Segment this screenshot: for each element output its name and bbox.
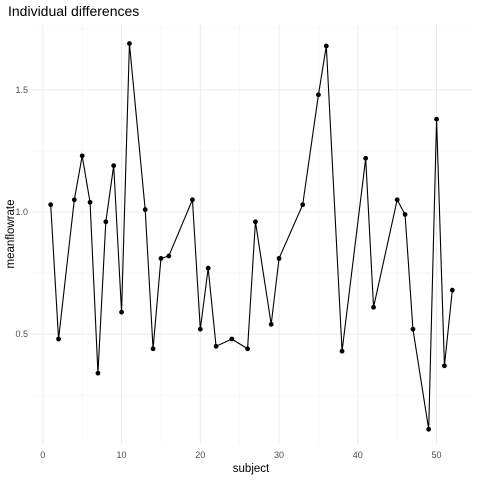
data-point	[142, 207, 148, 212]
x-tick-label: 30	[274, 450, 284, 460]
data-point	[150, 346, 156, 352]
data-point	[95, 370, 101, 376]
data-point	[426, 426, 432, 432]
x-axis-ticks: 0 10 20 30 40 50	[40, 450, 441, 460]
data-points	[48, 41, 455, 432]
data-point	[323, 43, 329, 49]
data-point	[197, 326, 203, 332]
data-point	[371, 304, 376, 310]
x-tick-label: 40	[353, 450, 363, 460]
data-point	[190, 197, 195, 203]
y-axis-ticks: 0.5 1.0 1.5	[15, 85, 28, 339]
data-point	[339, 348, 345, 354]
data-point	[410, 326, 416, 332]
data-point	[363, 155, 369, 161]
data-point	[229, 336, 235, 342]
data-point	[213, 343, 219, 349]
data-point	[71, 197, 77, 203]
data-point	[103, 219, 109, 225]
data-point	[56, 336, 61, 342]
data-point	[79, 153, 85, 159]
data-point	[300, 202, 306, 208]
data-point	[442, 363, 447, 369]
x-tick-label: 50	[432, 450, 442, 460]
x-tick-label: 0	[40, 450, 45, 460]
data-point	[268, 321, 274, 327]
data-point	[48, 202, 54, 208]
data-point	[253, 219, 258, 225]
data-point	[276, 256, 282, 261]
grid	[31, 24, 472, 444]
data-point	[449, 287, 455, 293]
data-point	[316, 92, 321, 98]
chart-title: Individual differences	[8, 3, 139, 19]
data-point	[245, 346, 250, 352]
data-point	[111, 163, 117, 169]
x-axis-title: subject	[233, 463, 270, 475]
data-point	[434, 116, 439, 122]
data-point	[127, 41, 132, 46]
data-point	[158, 256, 164, 261]
data-point	[394, 197, 400, 203]
data-point	[402, 212, 408, 217]
y-axis-title: meanflowrate	[5, 199, 17, 268]
series-line	[50, 43, 453, 430]
data-point	[166, 253, 172, 259]
data-point	[205, 265, 211, 271]
x-tick-label: 10	[117, 450, 127, 460]
y-tick-label: 1.0	[15, 207, 28, 217]
x-tick-label: 20	[195, 450, 205, 460]
y-tick-label: 1.5	[15, 85, 28, 95]
data-point	[87, 199, 93, 205]
y-tick-label: 0.5	[15, 329, 28, 339]
data-point	[119, 309, 124, 315]
